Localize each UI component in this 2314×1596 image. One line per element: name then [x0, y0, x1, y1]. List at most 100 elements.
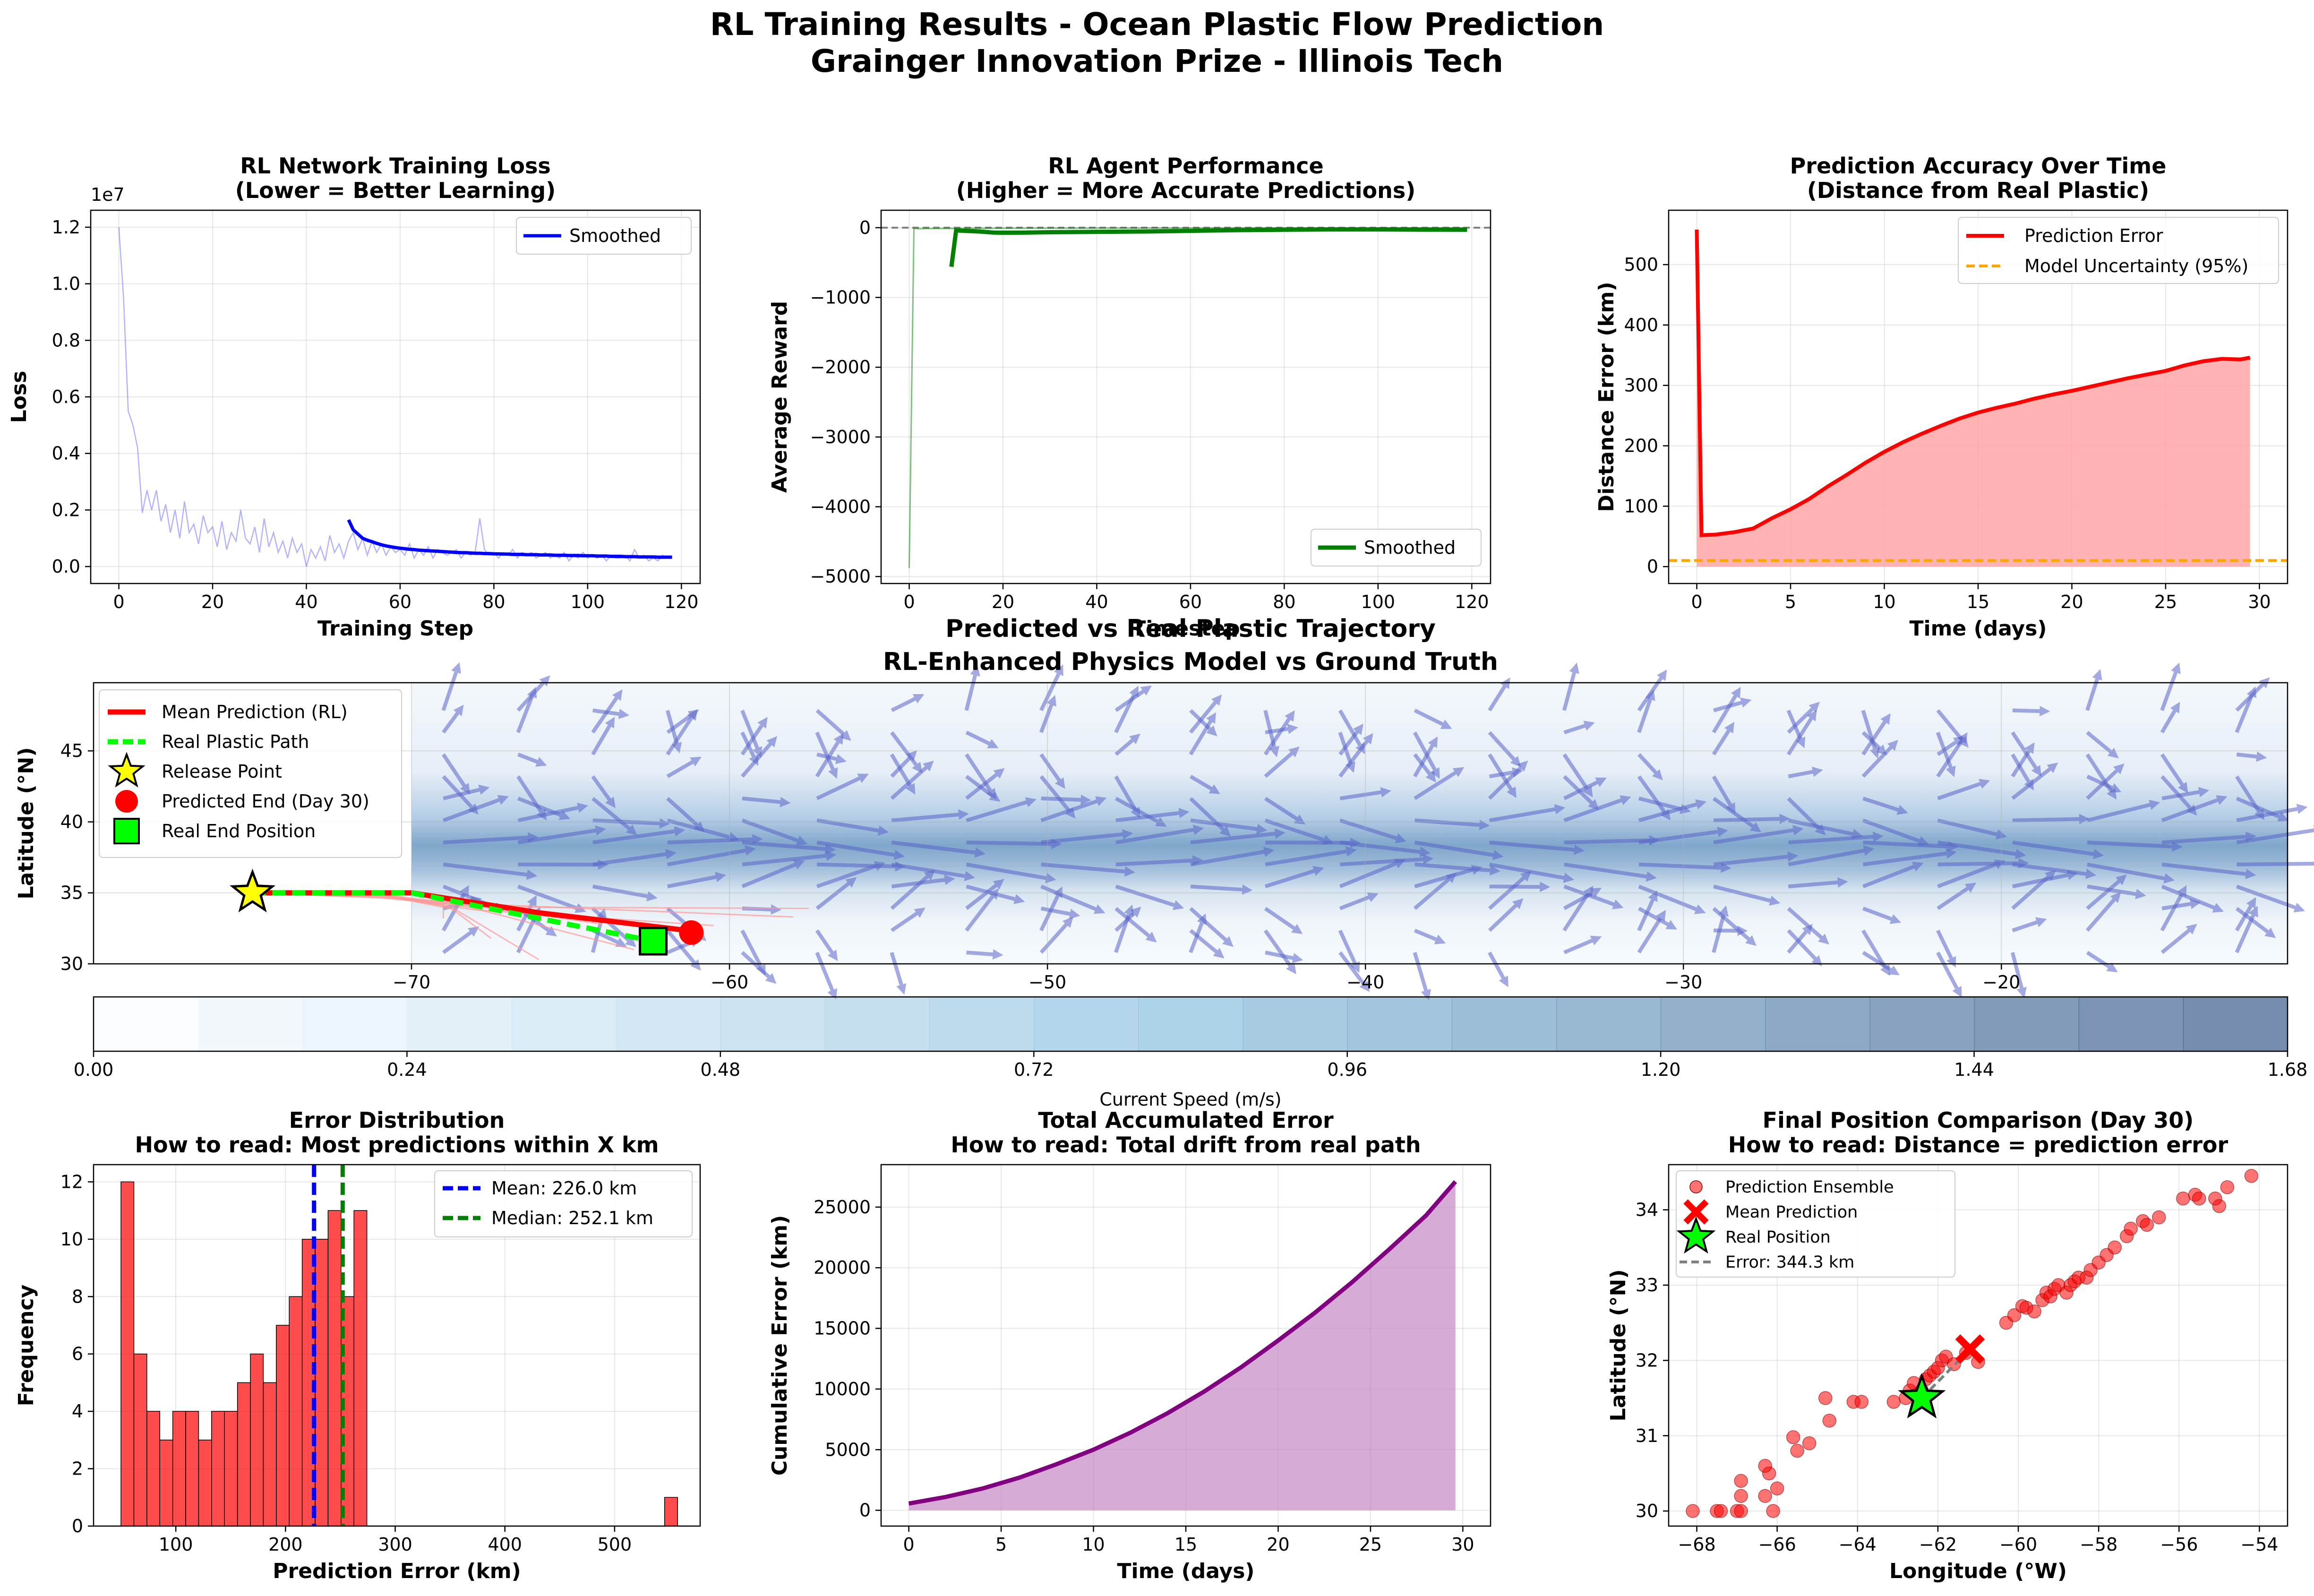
current-arrowhead	[757, 717, 768, 729]
current-arrowhead	[1285, 710, 1295, 722]
current-arrow	[1339, 862, 1397, 888]
current-arrowhead	[687, 709, 699, 720]
current-arrowhead	[796, 835, 808, 846]
current-arrowhead	[1590, 888, 1602, 898]
current-arrowhead	[646, 891, 658, 901]
current-arrowhead	[1569, 662, 1579, 674]
current-arrow	[1562, 672, 1577, 711]
current-arrowhead	[2296, 804, 2308, 814]
current-arrow	[1040, 906, 1071, 916]
current-arrowhead	[1887, 739, 1898, 751]
colorbar-level	[1451, 997, 1557, 1051]
y-axis-label: Frequency	[14, 1285, 38, 1407]
current-arrow	[1788, 849, 1865, 867]
x-tick-label: 5	[1785, 592, 1796, 612]
current-arrowhead	[1912, 862, 1924, 872]
colorbar-level	[929, 997, 1035, 1051]
legend-label: Real End Position	[162, 821, 316, 841]
current-arrow	[1114, 775, 1137, 811]
current-arrowhead	[1695, 799, 1707, 809]
current-arrowhead	[1499, 975, 1508, 987]
current-arrowhead	[1563, 873, 1575, 883]
x-tick-label: 10	[1873, 592, 1895, 612]
figure-title-line-1: RL Training Results - Ocean Plastic Flow…	[710, 6, 1604, 43]
ensemble-point	[1790, 1443, 1804, 1458]
current-arrow	[2160, 753, 2184, 786]
ensemble-point	[1770, 1481, 1784, 1496]
current-arrowhead	[1346, 761, 1355, 773]
loss-panel: 0 20 40 60 80 100 120 0.0 0.2 0.4 0.6 0.8 1.0 1.2 RL N…	[7, 153, 701, 641]
current-arrow	[1713, 884, 1771, 903]
current-arrow	[1713, 855, 1788, 867]
current-arrowhead	[2031, 765, 2042, 777]
current-arrow	[1713, 701, 1742, 712]
axes-frame	[880, 1164, 1491, 1527]
current-arrow	[1114, 689, 1145, 712]
current-arrow	[1489, 862, 1565, 880]
current-arrowhead	[1363, 733, 1373, 745]
histogram-bar	[250, 1353, 264, 1527]
current-arrow	[965, 775, 994, 798]
current-arrow	[1263, 718, 1291, 755]
current-arrow	[966, 800, 1028, 823]
prediction-error-line	[1695, 229, 2251, 537]
current-arrowhead	[1490, 865, 1501, 876]
current-arrow	[442, 775, 473, 808]
x-tick-label: 400	[488, 1534, 522, 1555]
current-arrow	[1265, 849, 1347, 867]
current-arrowhead	[467, 803, 479, 815]
current-arrow	[1562, 753, 1589, 790]
current-arrowhead	[459, 885, 469, 897]
current-arrow	[1114, 907, 1150, 937]
current-arrow	[2086, 880, 2120, 910]
current-arrow	[1488, 731, 1516, 761]
current-arrow	[443, 862, 527, 877]
y-tick-label: −5000	[810, 566, 871, 587]
current-arrowhead	[1807, 710, 1817, 721]
y-tick-label: 25000	[814, 1197, 871, 1218]
current-arrowhead	[1554, 804, 1566, 815]
current-arrowhead	[615, 937, 627, 947]
current-arrow	[516, 681, 545, 712]
ensemble-point	[2140, 1218, 2154, 1232]
current-arrow	[815, 731, 835, 770]
current-arrowhead	[828, 767, 838, 779]
y-tick-label: −4000	[810, 497, 871, 517]
current-arrow	[592, 708, 619, 716]
current-arrow	[443, 835, 528, 845]
current-arrowhead	[1945, 765, 1956, 777]
current-arrow	[516, 695, 534, 733]
current-arrowhead	[1211, 694, 1222, 706]
ensemble-point	[2192, 1191, 2206, 1206]
smoothed-loss-line	[347, 519, 672, 559]
current-arrowhead	[914, 908, 926, 918]
current-arrow	[891, 813, 959, 823]
current-arrowhead	[1178, 807, 1190, 818]
current-arrowhead	[1507, 786, 1517, 798]
current-arrowhead	[2178, 781, 2188, 794]
current-arrowhead	[1242, 884, 1253, 895]
current-arrow	[742, 796, 780, 804]
current-arrowhead	[1779, 814, 1790, 824]
predicted-end-marker	[679, 920, 704, 945]
histogram-bar	[237, 1382, 251, 1527]
x-tick-label: 100	[571, 592, 605, 612]
current-arrowhead	[1512, 898, 1524, 910]
current-arrow	[741, 818, 798, 842]
x-tick-label: 300	[378, 1534, 412, 1555]
panel-subtitle: How to read: Most predictions within X k…	[135, 1132, 659, 1158]
current-arrowhead	[2254, 808, 2264, 820]
current-arrow	[1564, 838, 1649, 845]
x-tick-label: 80	[1273, 592, 1295, 612]
colorbar-level	[407, 997, 512, 1051]
current-arrowhead	[1656, 910, 1666, 922]
current-arrowhead	[612, 689, 623, 701]
legend-swatch-ensemble	[1689, 1180, 1703, 1193]
current-arrow	[1190, 818, 1258, 831]
current-arrow	[1041, 832, 1123, 845]
current-arrowhead	[1869, 747, 1880, 759]
y-tick-label: 0.2	[52, 499, 80, 520]
current-arrowhead	[1583, 786, 1593, 798]
y-tick-label: 300	[1624, 375, 1658, 396]
ensemble-point	[1734, 1489, 1748, 1503]
